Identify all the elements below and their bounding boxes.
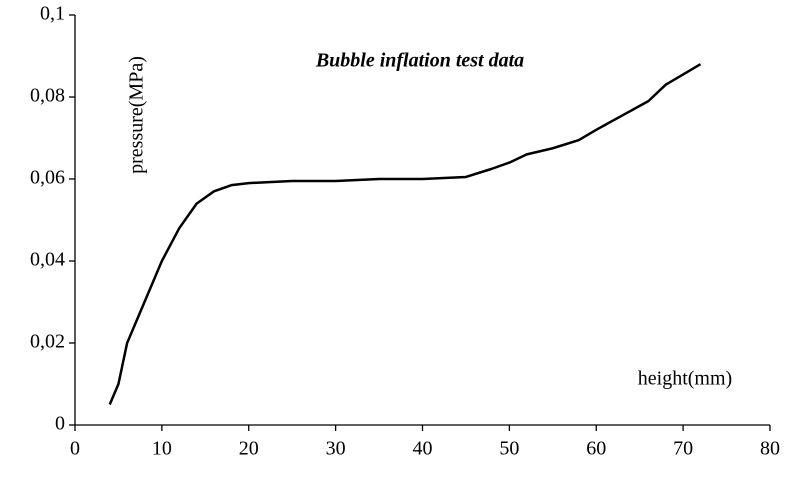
data-line [108,63,702,405]
x-tick-label: 40 [413,438,433,460]
x-tick-label: 30 [326,438,346,460]
x-tick-label: 70 [673,438,693,460]
x-tick-label: 10 [152,438,172,460]
x-tick-label: 80 [760,438,780,460]
y-tick-label: 0,1 [40,3,65,25]
y-tick-label: 0 [55,413,65,435]
x-tick-label: 60 [586,438,606,460]
x-axis-label: height(mm) [638,368,732,390]
y-tick-label: 0,02 [30,331,65,353]
y-tick-label: 0,04 [30,249,65,271]
y-tick-label: 0,08 [30,85,65,107]
x-tick-label: 0 [70,438,80,460]
x-tick-label: 50 [499,438,519,460]
chart-title: Bubble inflation test data [315,50,524,72]
x-tick-label: 20 [239,438,259,460]
y-axis-label: pressure(MPa) [126,56,148,174]
y-tick-label: 0,06 [30,167,65,189]
